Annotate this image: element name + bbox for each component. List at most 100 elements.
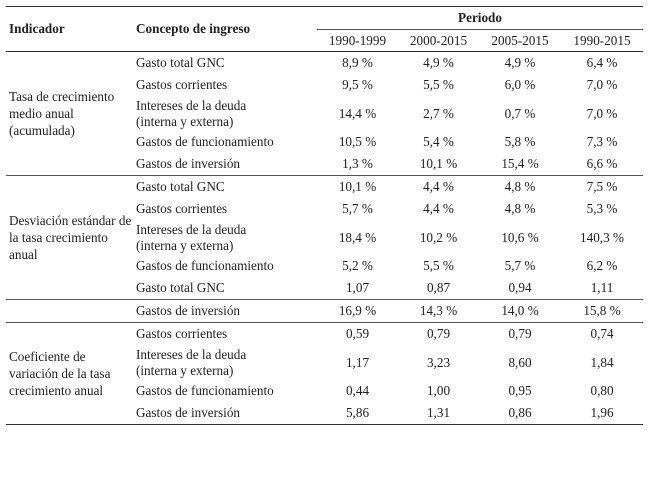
value-cell: 5,2 %	[342, 258, 373, 273]
value-cell: 140,3 %	[580, 229, 624, 245]
value-cell: 7,3 %	[586, 134, 618, 149]
concept-cell: Gasto total GNC	[132, 175, 317, 198]
value-cell: 0,79	[479, 322, 561, 345]
value-cell: 6,4 %	[586, 55, 618, 70]
value-cell: 18,4 %	[338, 229, 377, 245]
value-cell: 5,5 %	[423, 77, 454, 92]
value-cell: 7,0 %	[586, 105, 618, 121]
concept-cell: Gasto total GNC	[136, 55, 225, 70]
concept-cell: Gastos corrientes	[132, 322, 317, 345]
concept-cell: Gastos de funcionamiento	[136, 258, 274, 273]
value-cell: 0,7 %	[504, 105, 536, 121]
value-cell: 1,84	[590, 354, 614, 370]
value-cell: 16,9 %	[317, 299, 398, 323]
value-cell: 10,2 %	[419, 229, 458, 245]
value-cell: 4,4 %	[398, 175, 479, 198]
value-cell: 14,0 %	[479, 299, 561, 323]
value-cell: 1,00	[426, 383, 451, 398]
value-cell: 4,9 %	[504, 55, 536, 70]
concept-cell: Gastos de inversión	[132, 299, 317, 323]
table-row: Desviación estándar de la tasa crecimien…	[6, 175, 644, 300]
concept-cell: Intereses de la deuda (interna y externa…	[136, 346, 247, 378]
table-row: Gasto total GNC 1,07 0,87 0,94 1,11	[6, 277, 643, 300]
concept-cell: Intereses de la deuda (interna y externa…	[136, 221, 247, 253]
value-cell: 1,96	[561, 402, 644, 425]
value-cell: 0,44	[345, 383, 370, 398]
table-row: Gastos de inversión 5,86 1,31 0,86 1,96	[6, 402, 644, 425]
concept-cell: Gastos corrientes	[136, 77, 228, 92]
header-period: 2005-2015	[479, 29, 561, 52]
value-cell: 1,17	[345, 354, 370, 370]
value-cell: 6,2 %	[586, 258, 618, 273]
value-cell: 6,6 %	[586, 156, 618, 171]
value-cell: 7,0 %	[586, 77, 618, 92]
header-indicador: Indicador	[6, 6, 132, 52]
table-row: Intereses de la deuda (interna y externa…	[6, 345, 643, 380]
value-cell: 5,5 %	[423, 258, 454, 273]
value-cell: 1,31	[398, 402, 479, 425]
value-cell: 2,7 %	[423, 105, 454, 121]
value-cell: 0,79	[398, 322, 479, 345]
concept-cell: Gastos corrientes	[136, 201, 228, 216]
concept-cell: Gastos de inversión	[132, 402, 317, 425]
value-cell: 0,95	[508, 383, 532, 398]
header-period: 1990-1999	[317, 29, 398, 52]
table-row: Gastos corrientes 5,7 % 4,4 % 4,8 % 5,3 %	[6, 198, 643, 220]
value-cell: 15,4 %	[501, 156, 539, 171]
value-cell: 1,11	[590, 280, 614, 295]
value-cell: 4,8 %	[504, 201, 536, 216]
value-cell: 10,6 %	[501, 229, 539, 245]
table-row: Tasa de crecimiento medio anual (acumula…	[6, 52, 643, 138]
value-cell: 10,5 %	[338, 134, 377, 149]
concept-cell: Gastos de funcionamiento	[136, 134, 274, 149]
value-cell: 0,80	[590, 383, 614, 398]
value-cell: 3,23	[426, 354, 451, 370]
value-cell: 5,7 %	[504, 258, 536, 273]
table-row: Gastos de funcionamiento 0,44 1,00 0,95 0,80	[6, 380, 643, 402]
concept-cell: Gastos de funcionamiento	[136, 383, 274, 398]
value-cell: 7,5 %	[561, 175, 644, 198]
table-row: Gastos de funcionamiento 5,2 % 5,5 % 5,7 % 6…	[6, 255, 643, 277]
concept-cell: Intereses de la deuda (interna y externa…	[136, 97, 247, 129]
value-cell: 6,0 %	[504, 77, 536, 92]
table-row: Coeficiente de variación de la tasa crec…	[6, 322, 644, 425]
indicator-cell: Desviación estándar de la tasa crecimien…	[6, 175, 132, 300]
value-cell: 15,8 %	[561, 299, 644, 323]
value-cell: 10,1 %	[419, 156, 458, 171]
value-cell: 0,86	[479, 402, 561, 425]
value-cell: 8,9 %	[342, 55, 373, 70]
table-row: Intereses de la deuda (interna y externa…	[6, 220, 643, 255]
value-cell: 0,74	[561, 322, 644, 345]
value-cell: 5,7 %	[342, 201, 373, 216]
value-cell: 5,3 %	[586, 201, 618, 216]
header-period: 1990-2015	[561, 29, 644, 52]
value-cell: 5,86	[317, 402, 398, 425]
value-cell: 1,3 %	[342, 156, 373, 171]
value-cell: 10,1 %	[317, 175, 398, 198]
value-cell: 5,8 %	[504, 134, 536, 149]
indicator-cell	[6, 299, 132, 323]
table-row: Gastos de funcionamiento 10,5 % 5,4 % 5,8 %…	[6, 131, 643, 153]
indicator-cell: Tasa de crecimiento medio anual (acumula…	[9, 89, 115, 138]
income-indicators-table: Indicador Concepto de ingreso Periodo 19…	[6, 6, 644, 425]
value-cell: 9,5 %	[342, 77, 373, 92]
table-row: Intereses de la deuda (interna y externa…	[6, 96, 643, 131]
value-cell: 8,60	[508, 354, 532, 370]
table-row: Gastos de inversión 1,3 % 10,1 % 15,4 % 6,6 …	[6, 153, 643, 176]
value-cell: 4,9 %	[423, 55, 454, 70]
value-cell: 1,07	[345, 280, 370, 295]
value-cell: 0,87	[426, 280, 451, 295]
concept-cell: Gastos de inversión	[136, 156, 241, 171]
indicator-cell: Coeficiente de variación de la tasa crec…	[6, 322, 132, 425]
table-row: Gastos de inversión 16,9 % 14,3 % 14,0 % 15,…	[6, 299, 644, 323]
header-concepto: Concepto de ingreso	[132, 6, 317, 52]
value-cell: 0,94	[508, 280, 532, 295]
concept-cell: Gasto total GNC	[136, 280, 225, 295]
header-period: 2000-2015	[398, 29, 479, 52]
value-cell: 4,4 %	[423, 201, 454, 216]
table-container: Indicador Concepto de ingreso Periodo 19…	[6, 6, 644, 425]
table-body: Tasa de crecimiento medio anual (acumula…	[6, 52, 644, 425]
value-cell: 0,59	[317, 322, 398, 345]
header-periodo: Periodo	[317, 6, 644, 30]
table-row: Gastos corrientes 9,5 % 5,5 % 6,0 % 7,0 %	[6, 74, 643, 96]
